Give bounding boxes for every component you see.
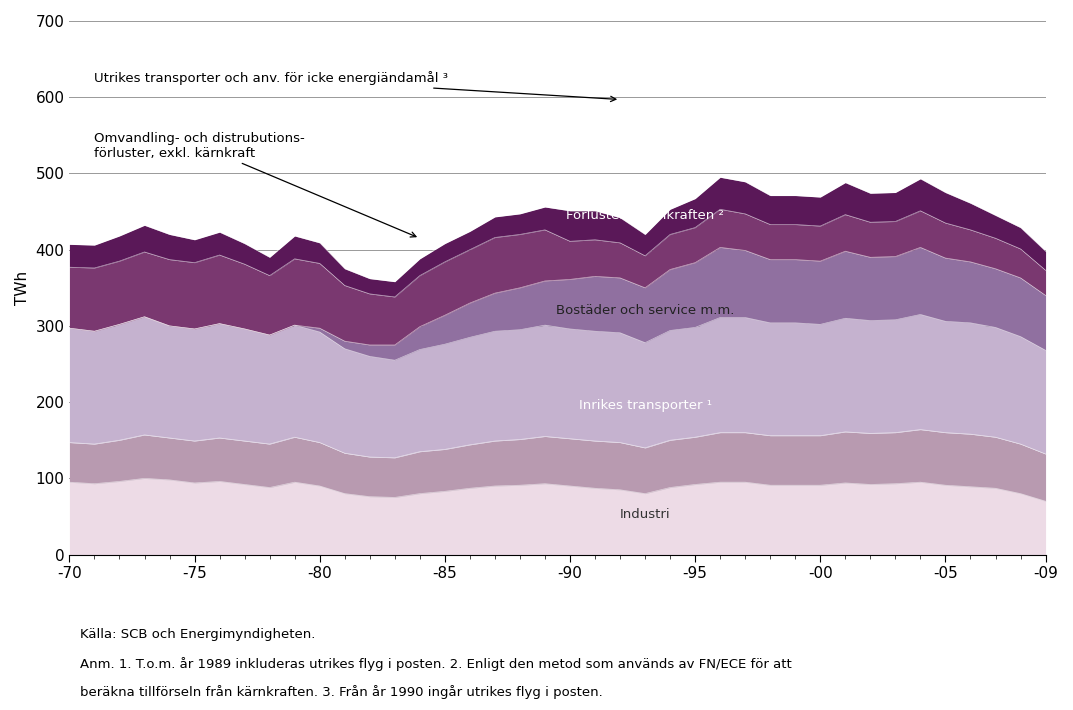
Text: Källa: SCB och Energimyndigheten.: Källa: SCB och Energimyndigheten. (80, 628, 315, 641)
Text: Bostäder och service m.m.: Bostäder och service m.m. (556, 304, 734, 317)
Text: Anm. 1. T.o.m. år 1989 inkluderas utrikes flyg i posten. 2. Enligt den metod som: Anm. 1. T.o.m. år 1989 inkluderas utrike… (80, 657, 792, 671)
Text: Utrikes transporter och anv. för icke energiändamål ³: Utrikes transporter och anv. för icke en… (94, 71, 616, 102)
Text: Industri: Industri (620, 508, 671, 521)
Text: Förluster i kärnkraften ²: Förluster i kärnkraften ² (567, 209, 724, 222)
Text: Inrikes transporter ¹: Inrikes transporter ¹ (578, 400, 711, 413)
Text: beräkna tillförseln från kärnkraften. 3. Från år 1990 ingår utrikes flyg i poste: beräkna tillförseln från kärnkraften. 3.… (80, 685, 603, 699)
Text: Omvandling- och distrubutions-
förluster, exkl. kärnkraft: Omvandling- och distrubutions- förluster… (94, 131, 416, 237)
Y-axis label: TWh: TWh (15, 271, 30, 305)
